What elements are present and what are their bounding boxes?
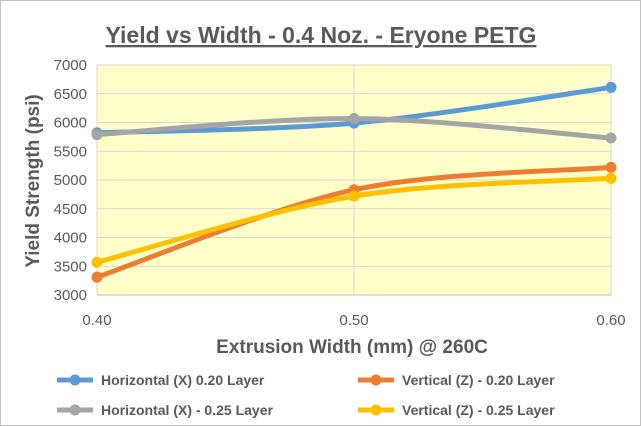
legend-swatch-marker: [69, 374, 81, 386]
series-3: [91, 112, 617, 144]
data-point: [91, 129, 103, 141]
data-point: [348, 112, 360, 124]
y-tick-label: 6000: [54, 115, 87, 132]
legend-swatch-marker: [370, 404, 382, 416]
legend: Horizontal (X) 0.20 Layer Vertical (Z) - …: [57, 372, 555, 418]
y-tick-label: 7000: [54, 57, 87, 74]
legend-item: Horizontal (X) - 0.25 Layer: [57, 402, 273, 418]
y-tick-label: 4000: [54, 230, 87, 247]
x-tick-label: 0.50: [339, 312, 368, 329]
data-point: [605, 161, 617, 173]
legend-label: Vertical (Z) - 0.20 Layer: [402, 372, 555, 388]
y-tick-label: 3500: [54, 258, 87, 275]
y-tick-label: 5000: [54, 172, 87, 189]
series-group: [91, 81, 617, 283]
data-point: [605, 132, 617, 144]
data-point: [605, 81, 617, 93]
x-axis-title: Extrusion Width (mm) @ 260C: [216, 337, 488, 358]
data-point: [348, 190, 360, 202]
data-point: [91, 256, 103, 268]
x-tick-label: 0.60: [596, 312, 625, 329]
legend-label: Horizontal (X) - 0.25 Layer: [101, 402, 273, 418]
series-4: [91, 172, 617, 268]
legend-label: Vertical (Z) - 0.25 Layer: [402, 402, 555, 418]
y-axis-ticks: 3000 3500 4000 4500 5000 5500 6000 6500 7000: [54, 57, 87, 304]
y-tick-label: 6500: [54, 86, 87, 103]
y-tick-label: 5500: [54, 143, 87, 160]
legend-swatch-marker: [69, 404, 81, 416]
legend-label: Horizontal (X) 0.20 Layer: [101, 372, 265, 388]
data-point: [91, 271, 103, 283]
legend-item: Horizontal (X) 0.20 Layer: [57, 372, 265, 388]
legend-item: Vertical (Z) - 0.25 Layer: [358, 402, 555, 418]
chart-title: Yield vs Width - 0.4 Noz. - Eryone PETG: [106, 22, 537, 48]
legend-item: Vertical (Z) - 0.20 Layer: [358, 372, 555, 388]
y-axis-title: Yield Strength (psi): [23, 94, 44, 267]
legend-swatch-marker: [370, 374, 382, 386]
y-tick-label: 4500: [54, 201, 87, 218]
x-axis-ticks: 0.40 0.50 0.60: [82, 312, 625, 329]
data-point: [605, 172, 617, 184]
x-tick-label: 0.40: [82, 312, 111, 329]
y-tick-label: 3000: [54, 287, 87, 304]
